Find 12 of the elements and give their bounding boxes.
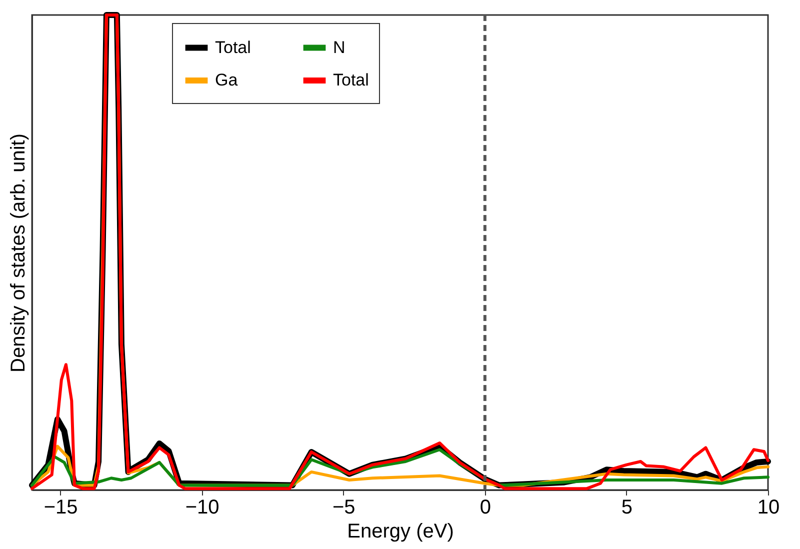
x-axis-title: Energy (eV) xyxy=(347,520,454,542)
legend-label: Total xyxy=(215,38,251,57)
x-tick-label: −10 xyxy=(185,496,220,518)
x-tick-label: −5 xyxy=(332,496,356,518)
x-tick-label: 0 xyxy=(480,496,491,518)
legend-label: N xyxy=(333,38,346,57)
legend-label: Ga xyxy=(215,70,238,90)
x-tick-label: −15 xyxy=(44,496,78,518)
x-tick-label: 5 xyxy=(621,496,633,518)
legend-label: Total xyxy=(333,70,369,90)
x-tick-label: 10 xyxy=(757,496,780,518)
y-axis-title: Density of states (arb. unit) xyxy=(8,134,30,372)
